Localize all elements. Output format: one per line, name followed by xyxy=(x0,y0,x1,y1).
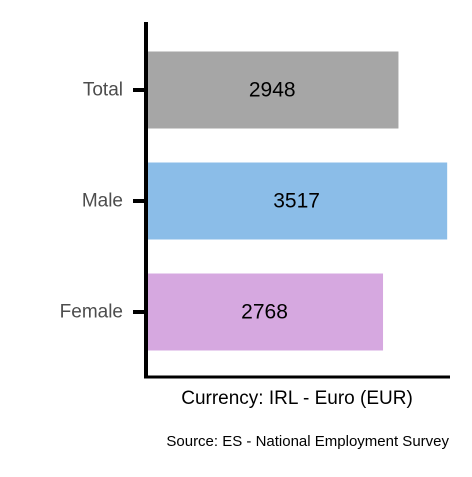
value-labels-layer: 2948 3517 2768 xyxy=(241,79,320,324)
value-label-male: 3517 xyxy=(273,190,320,213)
y-axis-ticks: Total Male Female xyxy=(60,80,145,323)
value-label-total: 2948 xyxy=(249,79,296,102)
y-tick-label-total: Total xyxy=(83,80,123,101)
y-tick-label-male: Male xyxy=(82,191,123,212)
y-tick-label-female: Female xyxy=(60,302,123,323)
bar-total xyxy=(146,51,399,129)
source-caption: Source: ES - National Employment Survey xyxy=(166,433,449,450)
value-label-female: 2768 xyxy=(241,301,288,324)
bar-male xyxy=(146,162,448,240)
x-axis-title: Currency: IRL - Euro (EUR) xyxy=(181,388,413,409)
bar-female xyxy=(146,273,384,351)
bars-layer xyxy=(146,51,448,351)
